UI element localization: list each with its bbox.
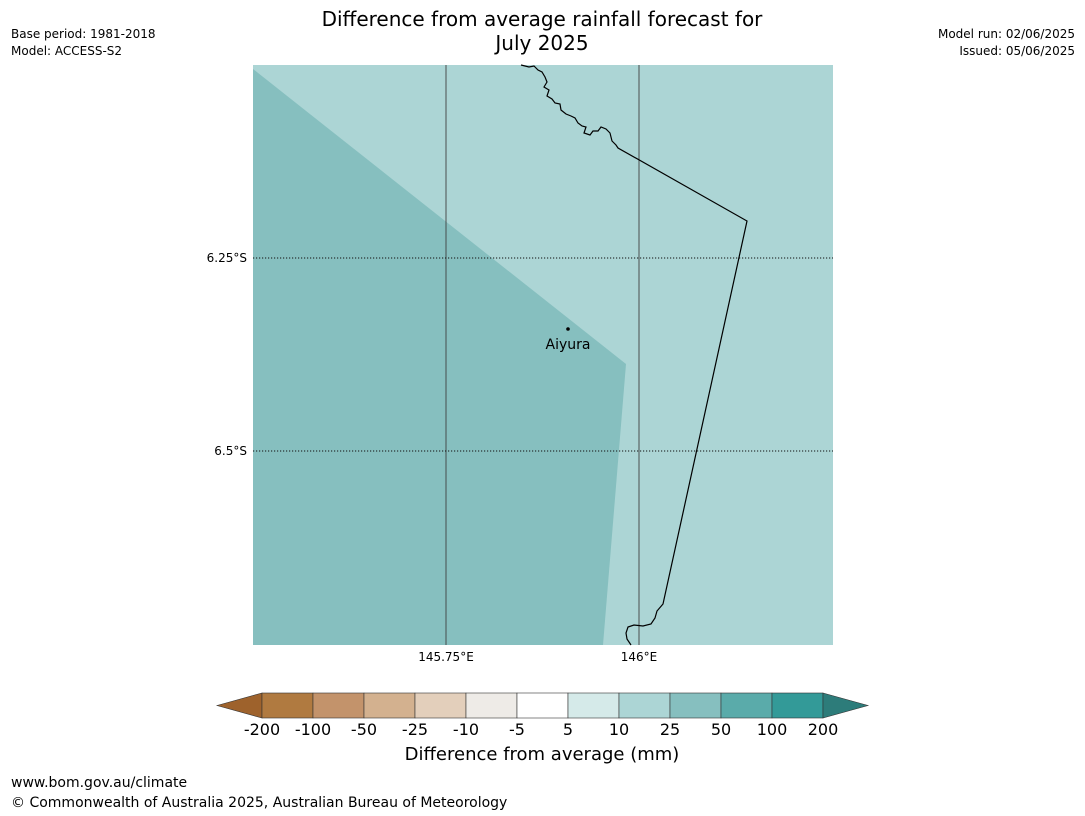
colorbar-segment <box>312 692 365 719</box>
model-run-text: Model run: 02/06/2025 <box>937 27 1075 41</box>
colorbar-tick-label: 25 <box>660 720 680 739</box>
colorbar-segment <box>261 692 314 719</box>
colorbar-tick-label: -50 <box>351 720 377 739</box>
colorbar-segment <box>414 692 467 719</box>
colorbar-extend-high <box>822 692 870 719</box>
colorbar-tick-label: -5 <box>509 720 525 739</box>
colorbar-segment <box>720 692 773 719</box>
colorbar-tick-label: -10 <box>453 720 479 739</box>
colorbar-segment <box>465 692 518 719</box>
coastline <box>520 64 748 646</box>
colorbar-tick-label: -25 <box>402 720 428 739</box>
lon-label-146E: 146°E <box>621 650 658 664</box>
header-right-meta: Model run: 02/06/2025 Issued: 05/06/2025 <box>938 26 1075 60</box>
colorbar-extend-low <box>215 692 263 719</box>
colorbar-tick-label: 100 <box>757 720 788 739</box>
title-line-2: July 2025 <box>495 31 589 55</box>
lon-label-145-75E: 145.75°E <box>418 650 474 664</box>
colorbar-segment <box>516 692 569 719</box>
footer-url[interactable]: www.bom.gov.au/climate <box>11 775 188 791</box>
header-left-meta: Base period: 1981-2018 Model: ACCESS-S2 <box>11 26 156 60</box>
colorbar-segment <box>618 692 671 719</box>
lat-label-6-5S: 6.5°S <box>214 444 247 458</box>
footer-copyright: © Commonwealth of Australia 2025, Austra… <box>11 795 508 811</box>
colorbar-title: Difference from average (mm) <box>404 744 680 765</box>
issued-text: Issued: 05/06/2025 <box>959 44 1075 58</box>
aiyura-marker <box>566 327 570 331</box>
colorbar-segment <box>567 692 620 719</box>
rain-zone-25-50 <box>253 69 626 645</box>
colorbar-segment <box>363 692 416 719</box>
aiyura-label: Aiyura <box>546 337 591 353</box>
model-text: Model: ACCESS-S2 <box>11 44 123 58</box>
colorbar-tick-label: 200 <box>808 720 839 739</box>
colorbar-segment <box>669 692 722 719</box>
base-period-text: Base period: 1981-2018 <box>11 27 156 41</box>
colorbar-segment <box>771 692 824 719</box>
colorbar-tick-label: 10 <box>609 720 629 739</box>
colorbar-tick-label: -200 <box>244 720 280 739</box>
colorbar-tick-label: -100 <box>295 720 331 739</box>
map-panel: Aiyura 6.25°S 6.5°S 145.75°E 146°E <box>207 64 833 664</box>
title-line-1: Difference from average rainfall forecas… <box>321 7 763 31</box>
colorbar-tick-label: 5 <box>563 720 573 739</box>
colorbar-tick-label: 50 <box>711 720 731 739</box>
map-title: Difference from average rainfall forecas… <box>242 7 842 55</box>
lat-label-6-25S: 6.25°S <box>207 251 247 265</box>
